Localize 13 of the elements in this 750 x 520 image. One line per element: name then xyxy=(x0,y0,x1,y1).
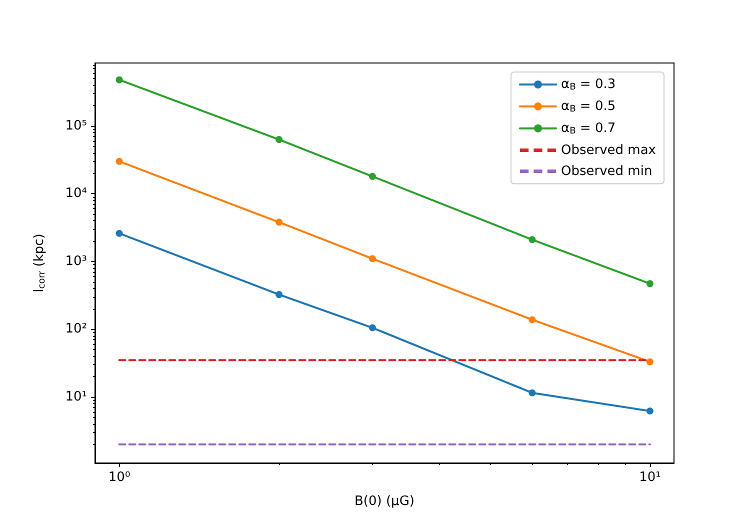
y-tick-label: 10³ xyxy=(65,254,87,269)
legend-label: Observed min xyxy=(561,164,652,179)
y-tick-label: 10¹ xyxy=(65,389,87,404)
x-tick-label: 10⁰ xyxy=(108,470,130,485)
y-axis-title: lcorr (kpc) xyxy=(32,234,48,292)
y-tick-label: 10⁴ xyxy=(65,186,87,202)
legend-label: αB = 0.5 xyxy=(561,98,616,114)
y-tick-label: 10² xyxy=(65,322,87,337)
x-axis-title: B(0) (μG) xyxy=(354,494,414,509)
legend-label: αB = 0.7 xyxy=(561,120,616,136)
legend-label: Observed max xyxy=(561,142,656,158)
legend-label: αB = 0.3 xyxy=(561,77,616,92)
y-tick-label: 10⁵ xyxy=(65,118,87,134)
